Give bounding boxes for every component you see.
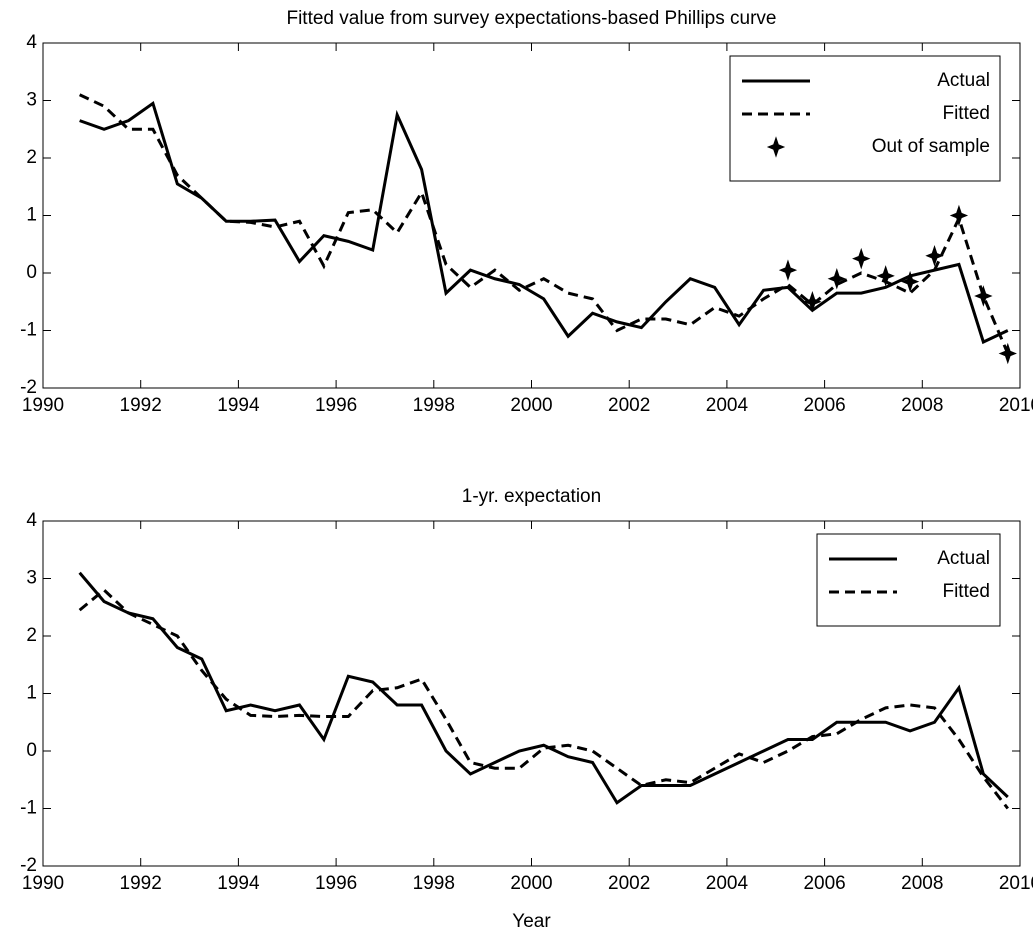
x-tick-label: 1990 [22,395,64,416]
x-tick-label: 2004 [706,395,749,416]
x-tick-label: 2000 [510,395,552,416]
series-line [78,588,1009,810]
legend-label: Fitted [942,581,990,602]
marker [803,290,822,313]
marker [900,270,920,293]
x-tick-label: 1992 [120,395,162,416]
x-tick-label: 2004 [706,873,749,894]
x-tick-label: 1998 [413,395,455,416]
legend-box [729,55,1001,182]
legend-swatch [766,136,786,158]
legend-box [816,533,1001,627]
x-tick-label: 2010 [999,873,1033,894]
marker [778,259,798,281]
y-tick-label: 1 [26,205,37,226]
y-tick-label: 4 [26,510,37,531]
y-tick-label: 1 [26,683,37,704]
x-tick-label: 1994 [217,873,260,894]
marker [949,204,969,227]
x-tick-label: 2000 [510,873,552,894]
x-tick-label: 1996 [315,395,357,416]
y-tick-label: 2 [26,625,37,646]
y-tick-label: 3 [26,568,37,589]
x-tick-label: 2006 [803,873,845,894]
y-tick-label: 0 [26,262,37,283]
chart-title: 1-yr. expectation [462,486,601,507]
legend-label: Actual [937,70,990,91]
series-line [78,571,1009,805]
x-tick-label: 1998 [413,873,455,894]
x-tick-label: 1990 [22,873,64,894]
x-tick-label: 2006 [803,395,845,416]
y-tick-label: -1 [20,798,37,819]
x-tick-label: 1992 [120,873,162,894]
x-tick-label: 2008 [901,873,943,894]
x-tick-label: 2002 [608,395,650,416]
y-tick-label: 4 [26,32,37,53]
legend-label: Fitted [942,103,990,124]
y-tick-label: 3 [26,90,37,111]
x-tick-label: 1994 [217,395,260,416]
y-tick-label: -2 [20,855,37,876]
marker [852,247,871,270]
x-tick-label: 2002 [608,873,650,894]
legend-label: Out of sample [872,136,990,157]
marker [827,267,846,290]
y-tick-label: -1 [20,320,37,341]
series-line [78,93,1010,355]
x-axis-label: Year [512,911,551,932]
legend-label: Actual [937,548,990,569]
y-tick-label: 0 [26,740,37,761]
marker [998,342,1017,365]
x-tick-label: 1996 [315,873,357,894]
x-tick-label: 2010 [999,395,1033,416]
marker [974,285,993,307]
chart-title: Fitted value from survey expectations-ba… [286,8,776,29]
y-tick-label: -2 [20,377,37,398]
y-tick-label: 2 [26,147,37,168]
x-tick-label: 2008 [901,395,943,416]
marker [925,244,944,267]
marker [876,265,895,287]
